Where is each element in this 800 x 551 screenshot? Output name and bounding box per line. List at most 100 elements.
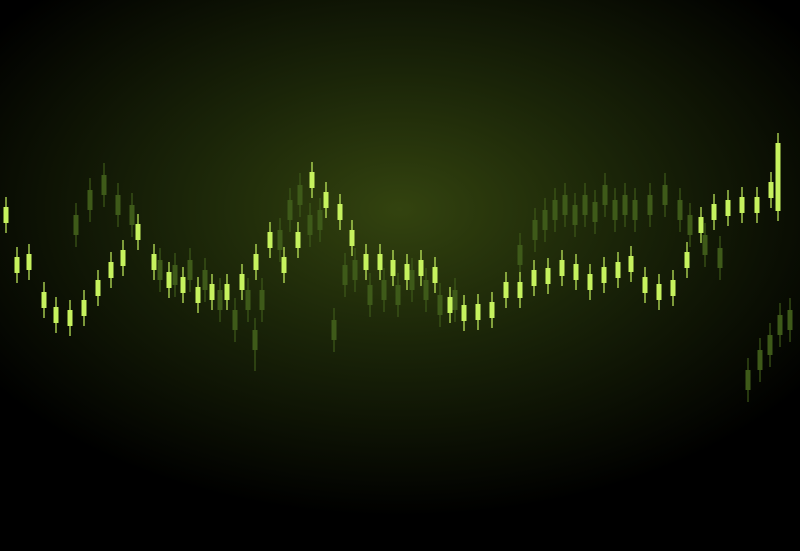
candle-body — [559, 260, 565, 276]
candle-body — [670, 280, 676, 296]
candle-body — [787, 310, 793, 330]
candle-body — [552, 200, 558, 220]
candle-body — [725, 200, 731, 216]
candle-body — [684, 252, 690, 268]
candle-body — [202, 270, 208, 290]
candle-body — [295, 232, 301, 248]
candle-body — [129, 205, 135, 225]
candle-body — [287, 200, 293, 220]
candle-body — [642, 277, 648, 293]
candle-body — [342, 265, 348, 285]
candle-body — [767, 335, 773, 355]
candle-body — [475, 304, 481, 320]
candle-body — [687, 215, 693, 235]
candle-body — [656, 284, 662, 300]
candle-body — [532, 220, 538, 240]
candle-body — [404, 264, 410, 280]
candle-body — [461, 305, 467, 321]
candle-body — [542, 210, 548, 230]
candle-body — [437, 295, 443, 315]
candle-body — [632, 200, 638, 220]
candle-body — [252, 330, 258, 350]
candle-body — [195, 287, 201, 303]
candle-body — [423, 280, 429, 300]
candle-body — [390, 260, 396, 276]
candle-body — [323, 192, 329, 208]
plot-area — [3, 133, 793, 402]
candle-body — [307, 215, 313, 235]
candle-body — [101, 175, 107, 195]
candle-body — [698, 217, 704, 233]
candle-body — [572, 205, 578, 225]
candle-body — [281, 257, 287, 273]
candle-body — [503, 282, 509, 298]
candle-body — [768, 182, 774, 198]
candle-body — [628, 256, 634, 272]
candle-body — [745, 370, 751, 390]
candle-body — [573, 264, 579, 280]
candle-body — [81, 300, 87, 316]
candle-body — [187, 260, 193, 280]
candle-body — [217, 290, 223, 310]
candle-body — [115, 195, 121, 215]
candle-body — [363, 254, 369, 270]
candle-body — [562, 195, 568, 215]
candle-body — [531, 270, 537, 286]
candle-body — [739, 197, 745, 213]
candle-body — [754, 197, 760, 213]
candle-body — [602, 185, 608, 205]
candle-body — [545, 268, 551, 284]
candle-body — [209, 284, 215, 300]
candle-body — [587, 274, 593, 290]
candle-body — [381, 280, 387, 300]
candle-body — [432, 267, 438, 283]
candle-body — [777, 315, 783, 335]
candle-body — [108, 262, 114, 278]
candle-body — [87, 190, 93, 210]
candle-body — [297, 185, 303, 205]
candle-body — [180, 277, 186, 293]
candle-body — [377, 254, 383, 270]
candle-body — [517, 245, 523, 265]
candle-body — [757, 350, 763, 370]
candle-body — [41, 292, 47, 308]
candle-body — [775, 143, 781, 211]
candle-body — [120, 250, 126, 266]
candle-body — [166, 272, 172, 288]
candle-body — [277, 230, 283, 250]
candle-body — [647, 195, 653, 215]
candle-body — [702, 235, 708, 255]
candle-body — [447, 297, 453, 313]
candle-body — [317, 210, 323, 230]
candle-body — [337, 204, 343, 220]
candle-body — [612, 200, 618, 220]
candle-body — [622, 195, 628, 215]
candle-body — [592, 202, 598, 222]
candle-body — [395, 285, 401, 305]
candle-body — [151, 254, 157, 270]
candle-body — [224, 284, 230, 300]
candle-body — [309, 172, 315, 188]
candle-body — [14, 257, 20, 273]
candle-body — [349, 230, 355, 246]
candle-body — [331, 320, 337, 340]
candle-body — [582, 195, 588, 215]
candle-body — [239, 274, 245, 290]
candle-body — [615, 262, 621, 278]
candle-body — [95, 280, 101, 296]
candle-body — [267, 232, 273, 248]
candle-body — [452, 290, 458, 310]
candle-body — [352, 260, 358, 280]
candle-body — [418, 260, 424, 276]
candle-body — [172, 265, 178, 285]
candle-body — [157, 260, 163, 280]
candle-body — [245, 290, 251, 310]
candle-body — [717, 248, 723, 268]
candle-body — [711, 204, 717, 220]
candle-body — [67, 310, 73, 326]
candle-body — [601, 267, 607, 283]
candle-body — [409, 270, 415, 290]
